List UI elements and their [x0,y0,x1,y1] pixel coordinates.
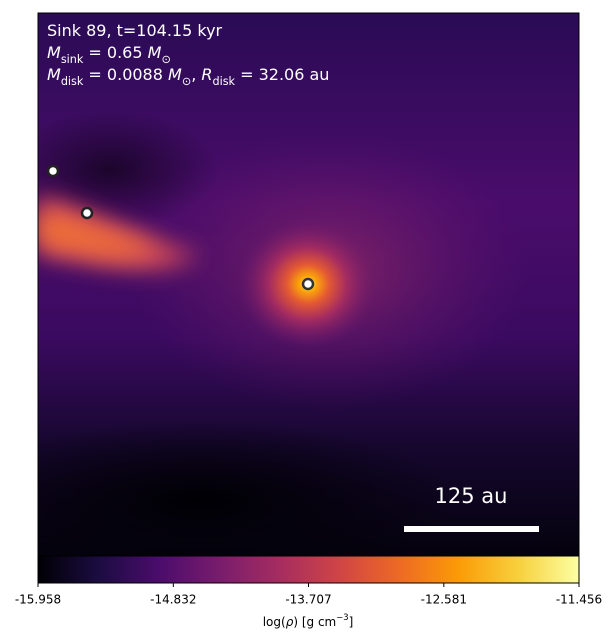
text-part: ⊙ [161,53,170,66]
text-part: = 0.0088 [83,65,168,84]
text-part: Sink 89, t=104.15 kyr [47,21,223,40]
text-part: ] [349,615,354,629]
text-part: ⊙ [182,75,191,88]
text-part: = 0.65 [83,43,147,62]
colorbar: -15.958 -14.832 -13.707 -12.581 -11.456 [15,555,602,607]
tick-label: -15.958 [15,593,61,607]
rich-text: Msink = 0.65 M⊙ [47,43,171,66]
rich-text: Sink 89, t=104.15 kyr [47,21,223,40]
text-part: M [47,65,61,84]
text-part: R [201,65,212,84]
sink-marker [46,164,60,178]
sink-marker [80,206,94,220]
colorbar-fill [37,555,580,584]
text-part: disk [61,75,84,88]
tick-label: -12.581 [421,593,467,607]
text-part: M [168,65,182,84]
text-part: = 32.06 au [235,65,329,84]
text-part: log( [263,615,286,629]
text-part: disk [212,75,235,88]
text-part: ρ [286,615,294,629]
text-part: M [148,43,162,62]
density-map [38,13,579,556]
tick-label: -14.832 [150,593,196,607]
text-part: ) [g cm [293,615,336,629]
text-part: −3 [336,612,348,622]
text-part: M [47,43,61,62]
text-part: , [191,65,201,84]
rich-text: Mdisk = 0.0088 M⊙, Rdisk = 32.06 au [47,65,329,88]
tick-label: -13.707 [285,593,331,607]
sink-marker [301,277,315,291]
tick-label: -11.456 [556,593,602,607]
text-part: sink [61,53,84,66]
scale-bar-label: 125 au [435,484,508,508]
rich-text: log(ρ) [g cm−3] [263,612,354,629]
